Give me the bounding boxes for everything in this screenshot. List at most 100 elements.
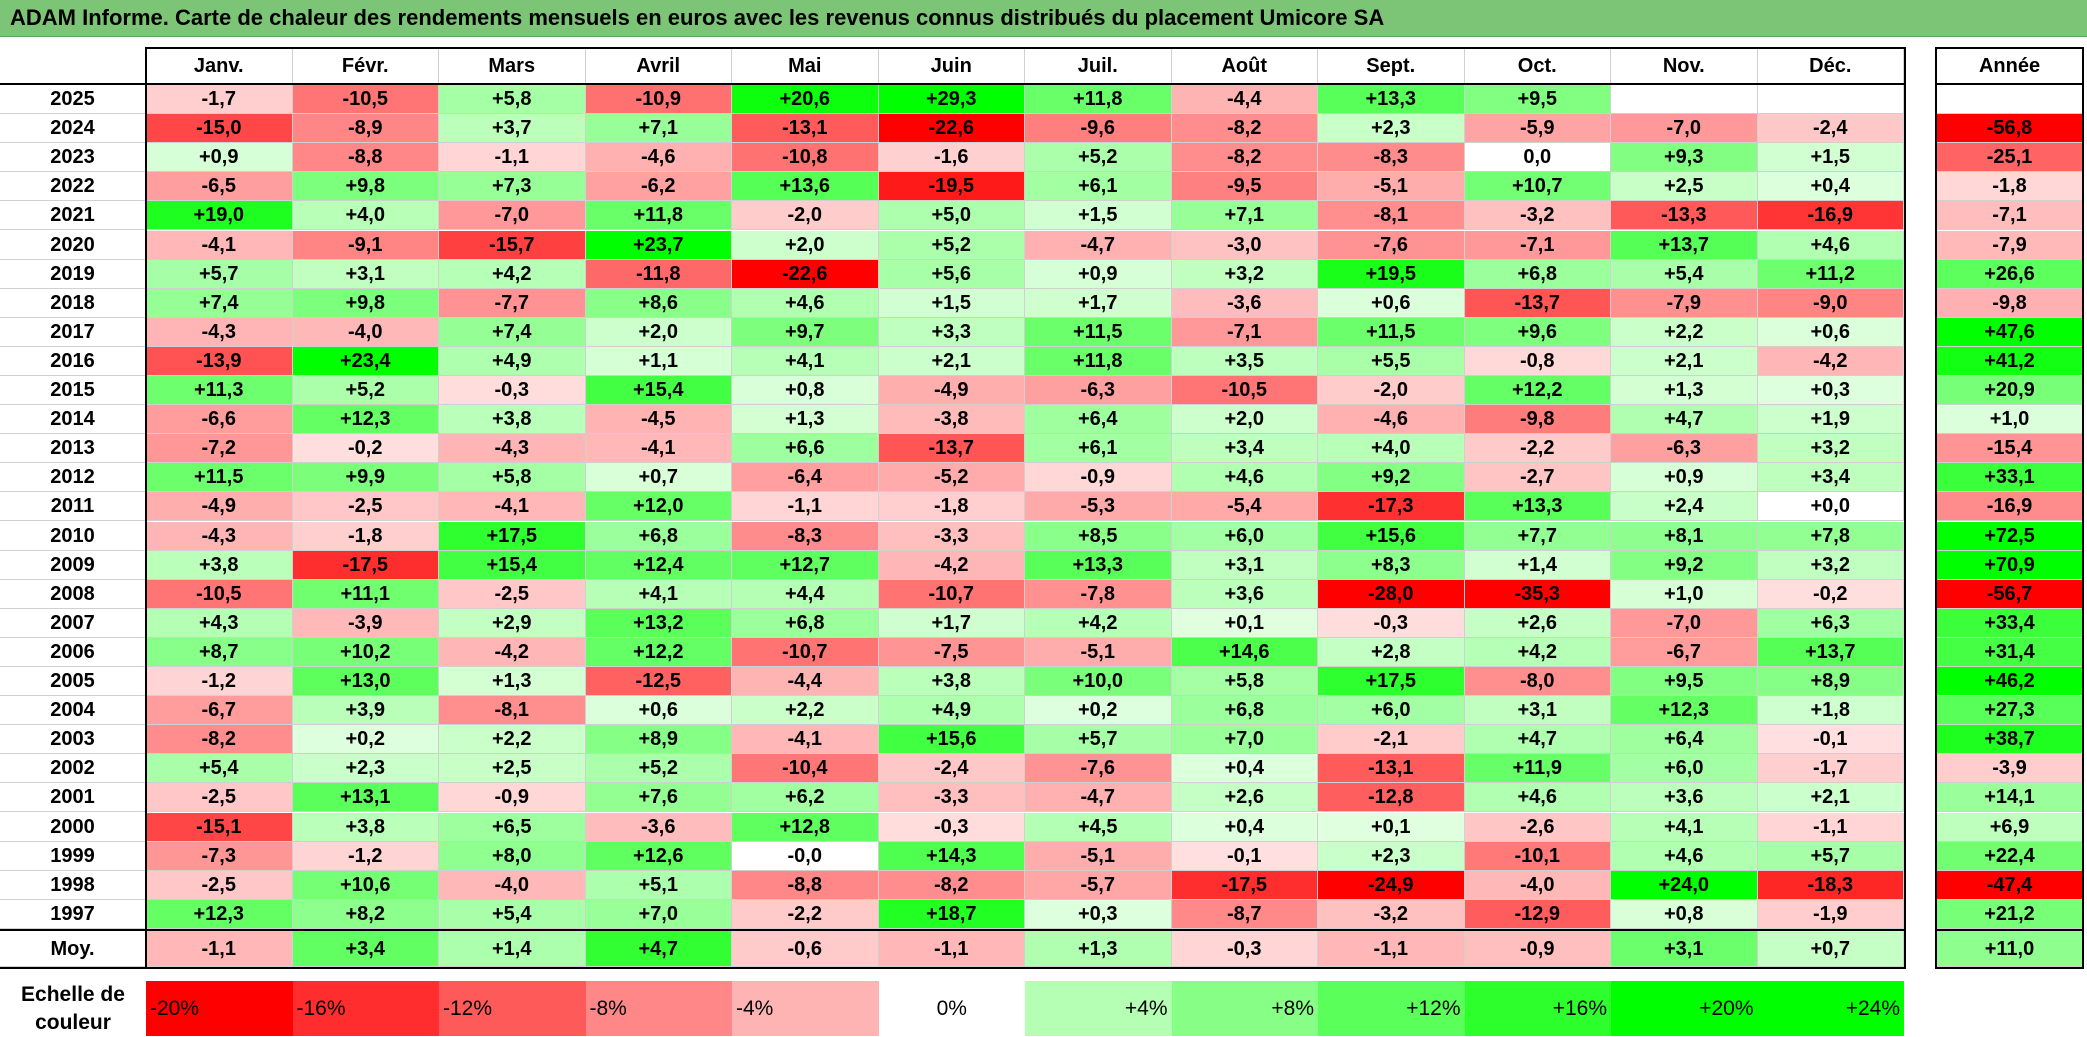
heatmap-cell: +6,0 bbox=[1318, 696, 1465, 726]
heatmap-cell: +4,2 bbox=[439, 259, 586, 289]
color-scale-title: Echelle de couleur bbox=[21, 983, 125, 1034]
average-cell: +0,7 bbox=[1757, 930, 1904, 967]
year-label: 2008 bbox=[0, 579, 146, 609]
heatmap-cell: +23,7 bbox=[585, 230, 732, 260]
heatmap-cell: +9,7 bbox=[732, 317, 879, 347]
heatmap-cell: +7,0 bbox=[585, 899, 732, 929]
heatmap-cell: -10,1 bbox=[1464, 841, 1611, 871]
heatmap-cell bbox=[1611, 85, 1758, 115]
heatmap-cell: +2,0 bbox=[732, 230, 879, 260]
month-header: Mars bbox=[439, 49, 586, 84]
heatmap-cell: -35,3 bbox=[1464, 579, 1611, 609]
heatmap-cell: +2,1 bbox=[1757, 783, 1904, 813]
heatmap-cell: +9,6 bbox=[1464, 317, 1611, 347]
heatmap-cell: -0,9 bbox=[1025, 463, 1172, 493]
heatmap-cell: +19,0 bbox=[146, 201, 293, 231]
heatmap-cell: +3,9 bbox=[292, 696, 439, 726]
heatmap-cell: +5,7 bbox=[146, 259, 293, 289]
heatmap-cell: +6,1 bbox=[1025, 172, 1172, 202]
heatmap-cell: +5,4 bbox=[146, 754, 293, 784]
annual-return-cell: +26,6 bbox=[1937, 259, 2083, 289]
heatmap-cell: -4,9 bbox=[878, 376, 1025, 406]
heatmap-cell: +4,1 bbox=[732, 346, 879, 376]
month-header: Oct. bbox=[1464, 49, 1611, 84]
heatmap-cell: +5,2 bbox=[585, 754, 732, 784]
heatmap-cell: +5,0 bbox=[878, 201, 1025, 231]
heatmap-cell: +0,6 bbox=[1318, 288, 1465, 318]
heatmap-cell: +10,0 bbox=[1025, 667, 1172, 697]
heatmap-cell: +5,5 bbox=[1318, 346, 1465, 376]
heatmap-cell: -3,9 bbox=[292, 608, 439, 638]
heatmap-cell: +11,8 bbox=[585, 201, 732, 231]
heatmap-cell: -0,8 bbox=[1464, 346, 1611, 376]
heatmap-cell: +4,6 bbox=[1611, 841, 1758, 871]
heatmap-cell: +5,6 bbox=[878, 259, 1025, 289]
heatmap-cell: +4,5 bbox=[1025, 812, 1172, 842]
heatmap-cell: -7,1 bbox=[1171, 317, 1318, 347]
average-cell: -0,3 bbox=[1171, 930, 1318, 967]
heatmap-cell: +3,4 bbox=[1171, 434, 1318, 464]
heatmap-cell: +4,6 bbox=[732, 288, 879, 318]
heatmap-cell: -13,1 bbox=[732, 114, 879, 144]
heatmap-cell: -12,8 bbox=[1318, 783, 1465, 813]
month-header: Févr. bbox=[292, 49, 439, 84]
heatmap-cell: +3,2 bbox=[1757, 550, 1904, 580]
heatmap-cell: +6,8 bbox=[732, 608, 879, 638]
heatmap-cell: -5,1 bbox=[1025, 841, 1172, 871]
average-cell: +3,4 bbox=[292, 930, 439, 967]
heatmap-cell: +4,7 bbox=[1611, 405, 1758, 435]
heatmap-cell: +5,4 bbox=[1611, 259, 1758, 289]
heatmap-cell: -7,6 bbox=[1318, 230, 1465, 260]
heatmap-cell: +0,8 bbox=[1611, 899, 1758, 929]
heatmap-cell: +4,2 bbox=[1464, 637, 1611, 667]
heatmap-cell: +8,9 bbox=[585, 725, 732, 755]
heatmap-cell: -22,6 bbox=[878, 114, 1025, 144]
color-scale-swatch: -12% bbox=[439, 981, 586, 1036]
heatmap-cell: +4,0 bbox=[1318, 434, 1465, 464]
average-cell: +3,1 bbox=[1611, 930, 1758, 967]
heatmap-cell: -4,5 bbox=[585, 405, 732, 435]
heatmap-cell: +11,1 bbox=[292, 579, 439, 609]
heatmap-cell: +15,6 bbox=[878, 725, 1025, 755]
heatmap-cell: +6,8 bbox=[1171, 696, 1318, 726]
heatmap-cell: +7,1 bbox=[585, 114, 732, 144]
annual-return-cell: +21,2 bbox=[1937, 899, 2083, 929]
year-label: 2017 bbox=[0, 317, 146, 347]
heatmap-cell: +2,4 bbox=[1611, 492, 1758, 522]
heatmap-cell: +9,9 bbox=[292, 463, 439, 493]
heatmap-cell: -1,2 bbox=[292, 841, 439, 871]
heatmap-cell: +3,1 bbox=[292, 259, 439, 289]
heatmap-cell: +0,0 bbox=[1757, 492, 1904, 522]
heatmap-cell: -5,1 bbox=[1025, 637, 1172, 667]
heatmap-cell: -2,6 bbox=[1464, 812, 1611, 842]
heatmap-cell: -2,0 bbox=[1318, 376, 1465, 406]
average-cell: +1,3 bbox=[1025, 930, 1172, 967]
heatmap-cell: +2,6 bbox=[1464, 608, 1611, 638]
heatmap-cell: +4,7 bbox=[1464, 725, 1611, 755]
heatmap-cell: +9,8 bbox=[292, 172, 439, 202]
heatmap-cell: +2,3 bbox=[1318, 841, 1465, 871]
year-label: 2011 bbox=[0, 492, 146, 522]
heatmap-cell: +17,5 bbox=[1318, 667, 1465, 697]
annual-return-cell: +46,2 bbox=[1937, 667, 2083, 697]
month-header: Août bbox=[1171, 49, 1318, 84]
year-label: 1999 bbox=[0, 841, 146, 871]
heatmap-cell: +2,2 bbox=[1611, 317, 1758, 347]
heatmap-cell: -7,0 bbox=[439, 201, 586, 231]
heatmap-cell: -5,4 bbox=[1171, 492, 1318, 522]
heatmap-cell bbox=[1757, 85, 1904, 115]
heatmap-cell: -8,1 bbox=[439, 696, 586, 726]
heatmap-cell: +11,8 bbox=[1025, 85, 1172, 115]
heatmap-cell: -5,3 bbox=[1025, 492, 1172, 522]
year-label: 2006 bbox=[0, 637, 146, 667]
heatmap-cell: -10,5 bbox=[292, 85, 439, 115]
heatmap-cell: -2,7 bbox=[1464, 463, 1611, 493]
heatmap-cell: +0,3 bbox=[1025, 899, 1172, 929]
heatmap-cell: -8,2 bbox=[1171, 114, 1318, 144]
heatmap-cell: +10,7 bbox=[1464, 172, 1611, 202]
year-column-header: Année bbox=[1937, 49, 2083, 84]
heatmap-cell: -0,3 bbox=[439, 376, 586, 406]
heatmap-cell: +2,8 bbox=[1318, 637, 1465, 667]
heatmap-cell: -7,6 bbox=[1025, 754, 1172, 784]
heatmap-cell: +11,2 bbox=[1757, 259, 1904, 289]
